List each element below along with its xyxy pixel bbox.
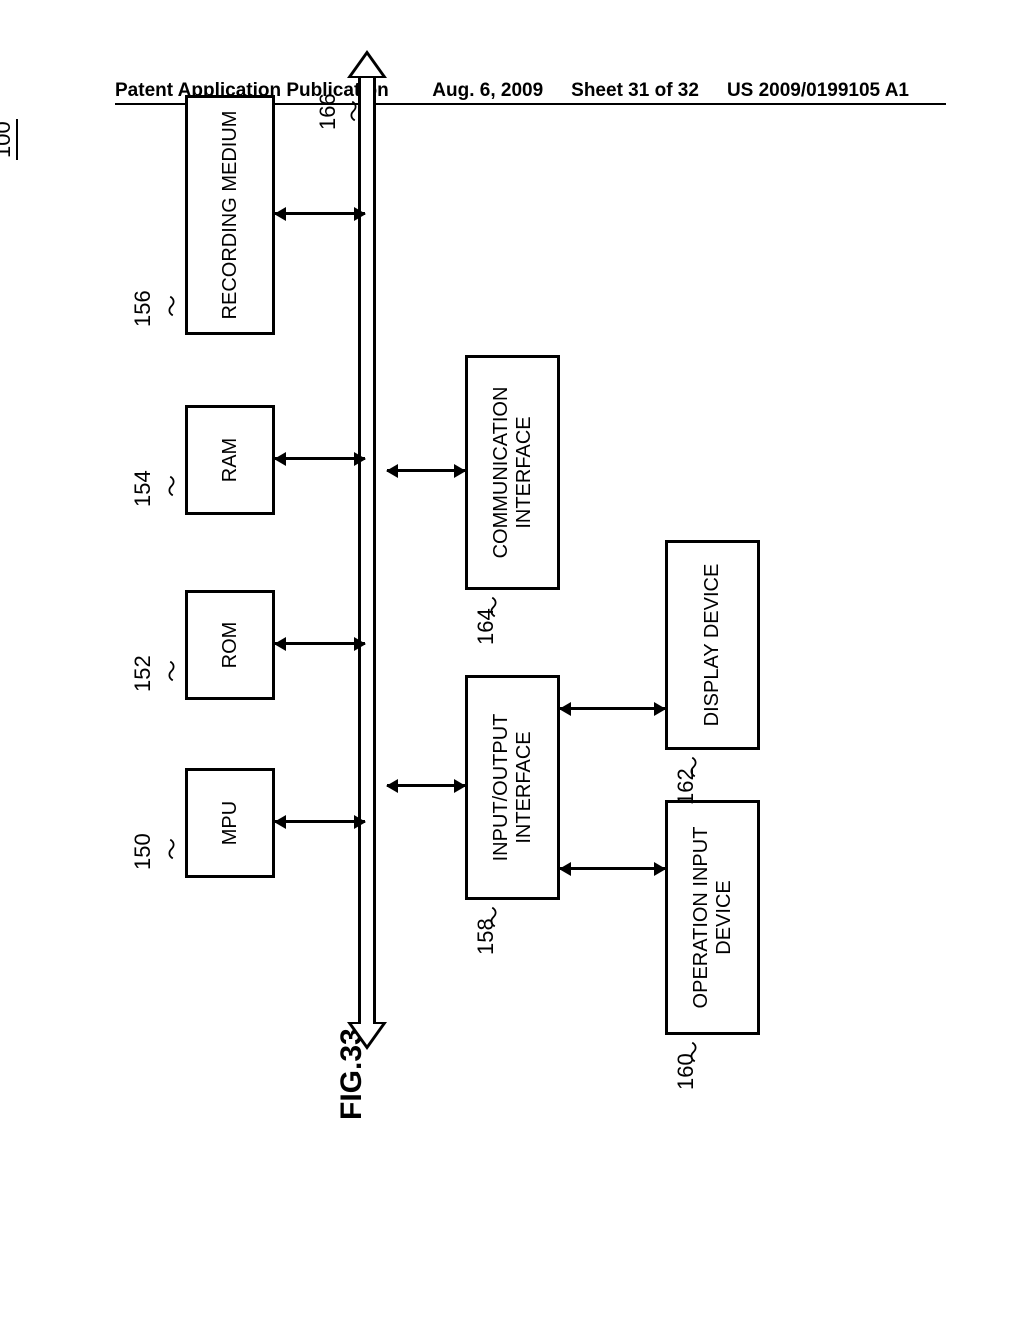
opin-box: OPERATION INPUT DEVICE (665, 800, 760, 1035)
connector-recmed-bottom (275, 212, 365, 215)
header-right: Aug. 6, 2009 Sheet 31 of 32 US 2009/0199… (432, 80, 909, 102)
bus-ref-tilde: 〜 (337, 100, 369, 122)
bus-arrow-right-icon (347, 50, 387, 78)
bus-arrow-left-icon (347, 1022, 387, 1050)
ram-ref: 154 (130, 470, 156, 507)
connector-ioif-top (387, 784, 465, 787)
system-ref: 100 (0, 119, 18, 160)
header-sheet: Sheet 31 of 32 (571, 80, 699, 102)
opin-ref-tilde: 〜 (677, 1041, 709, 1063)
commif-box: COMMUNICATION INTERFACE (465, 355, 560, 590)
connector-mpu-bottom (275, 820, 365, 823)
disp-ref-tilde: 〜 (677, 756, 709, 778)
ram-box: RAM (185, 405, 275, 515)
ram-ref-tilde: 〜 (155, 475, 187, 497)
connector-ram-bottom (275, 457, 365, 460)
block-diagram: FIG.33 100 166 〜 MPU150〜ROM152〜RAM154〜RE… (0, 290, 1024, 1070)
connector-rom-bottom (275, 642, 365, 645)
rom-box: ROM (185, 590, 275, 700)
system-bus (347, 50, 387, 1050)
connector-ioif-disp (560, 707, 665, 710)
rom-ref: 152 (130, 655, 156, 692)
header-pubno: US 2009/0199105 A1 (727, 80, 909, 102)
recmed-ref: 156 (130, 290, 156, 327)
mpu-box: MPU (185, 768, 275, 878)
commif-ref-tilde: 〜 (477, 596, 509, 618)
ioif-box: INPUT/OUTPUT INTERFACE (465, 675, 560, 900)
ioif-ref-tilde: 〜 (477, 906, 509, 928)
connector-commif-top (387, 469, 465, 472)
page-header: Patent Application Publication Aug. 6, 2… (0, 80, 1024, 102)
recmed-ref-tilde: 〜 (155, 295, 187, 317)
header-date: Aug. 6, 2009 (432, 80, 543, 102)
recmed-box: RECORDING MEDIUM (185, 95, 275, 335)
connector-ioif-opin (560, 867, 665, 870)
rom-ref-tilde: 〜 (155, 660, 187, 682)
mpu-ref: 150 (130, 833, 156, 870)
disp-box: DISPLAY DEVICE (665, 540, 760, 750)
mpu-ref-tilde: 〜 (155, 838, 187, 860)
